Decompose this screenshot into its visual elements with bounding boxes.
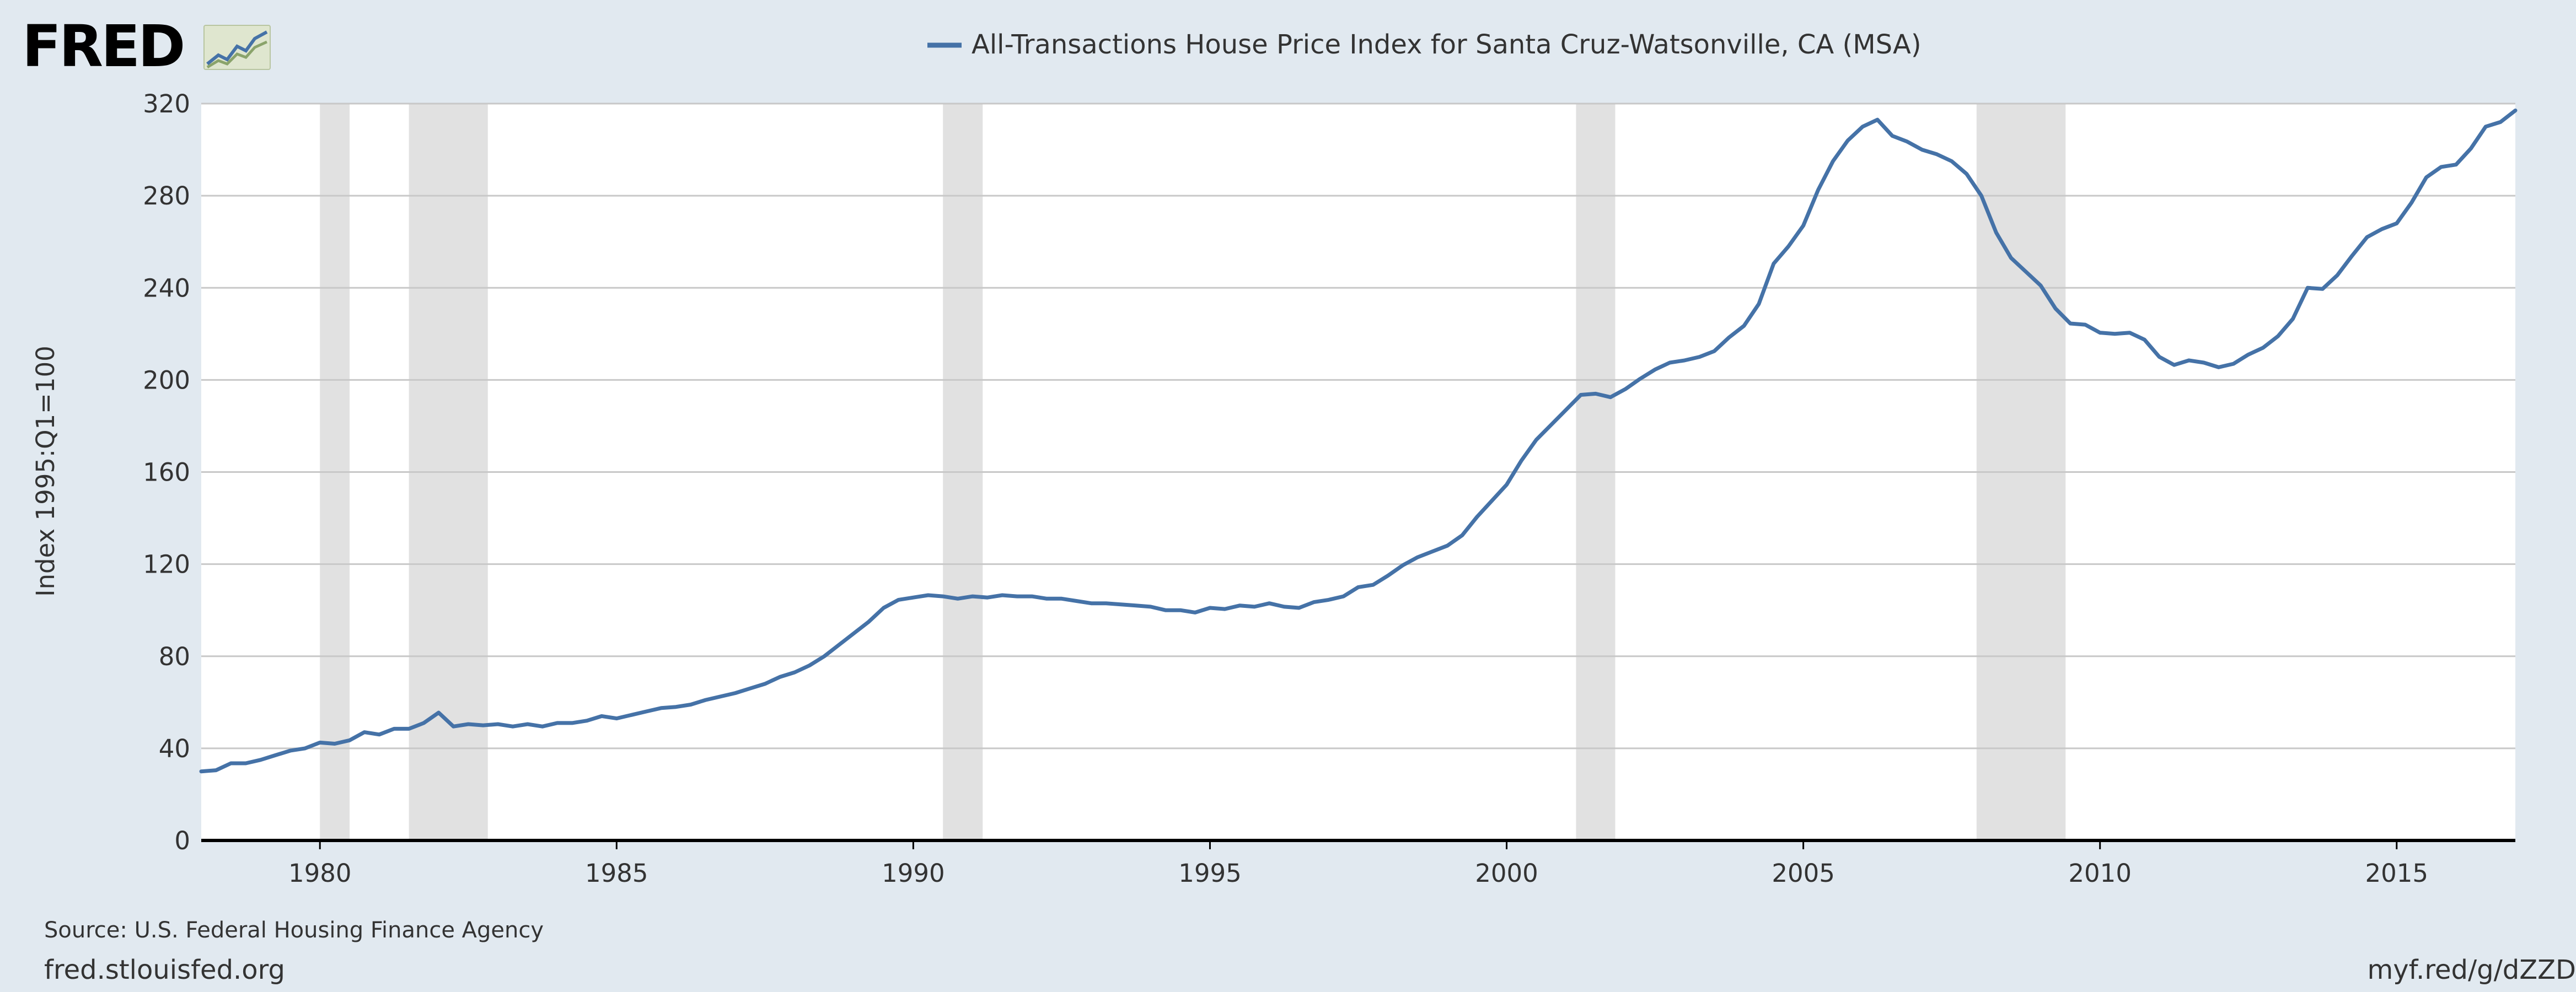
y-tick-label: 320 <box>143 89 190 118</box>
x-tick-label: 2005 <box>1772 859 1835 888</box>
x-tick-label: 2000 <box>1475 859 1538 888</box>
y-tick-label: 280 <box>143 181 190 211</box>
fred-logo-text: FRED <box>22 13 185 80</box>
source-note: Source: U.S. Federal Housing Finance Age… <box>44 918 544 943</box>
legend[interactable]: All-Transactions House Price Index for S… <box>927 29 1922 60</box>
y-tick-label: 40 <box>159 734 190 763</box>
y-tick-label: 240 <box>143 273 190 303</box>
x-tick-label: 1985 <box>585 859 648 888</box>
y-tick-label: 0 <box>174 826 190 855</box>
series-layer <box>199 109 2518 774</box>
site-link[interactable]: fred.stlouisfed.org <box>44 955 286 985</box>
y-axis-ticks: 0 40 80 120 160 200 240 280 320 <box>143 89 190 855</box>
x-tick-label: 1990 <box>882 859 945 888</box>
x-tick-label: 1980 <box>288 859 352 888</box>
short-link[interactable]: myf.red/g/dZZD <box>2367 955 2576 985</box>
x-axis-ticks: 1980 1985 1990 1995 2000 2005 2010 2015 <box>288 840 2428 888</box>
x-tick-label: 2015 <box>2365 859 2429 888</box>
x-tick-label: 1995 <box>1178 859 1242 888</box>
y-tick-label: 80 <box>159 642 190 671</box>
y-axis-label: Index 1995:Q1=100 <box>31 346 60 597</box>
y-tick-label: 160 <box>143 458 190 487</box>
y-tick-label: 200 <box>143 365 190 395</box>
fred-graph-icon <box>203 25 271 70</box>
grid-lines-top <box>201 103 2515 750</box>
chart-title: All-Transactions House Price Index for S… <box>972 29 1922 60</box>
series-line <box>199 109 2518 774</box>
x-tick-label: 2010 <box>2068 859 2132 888</box>
y-tick-label: 120 <box>143 550 190 579</box>
